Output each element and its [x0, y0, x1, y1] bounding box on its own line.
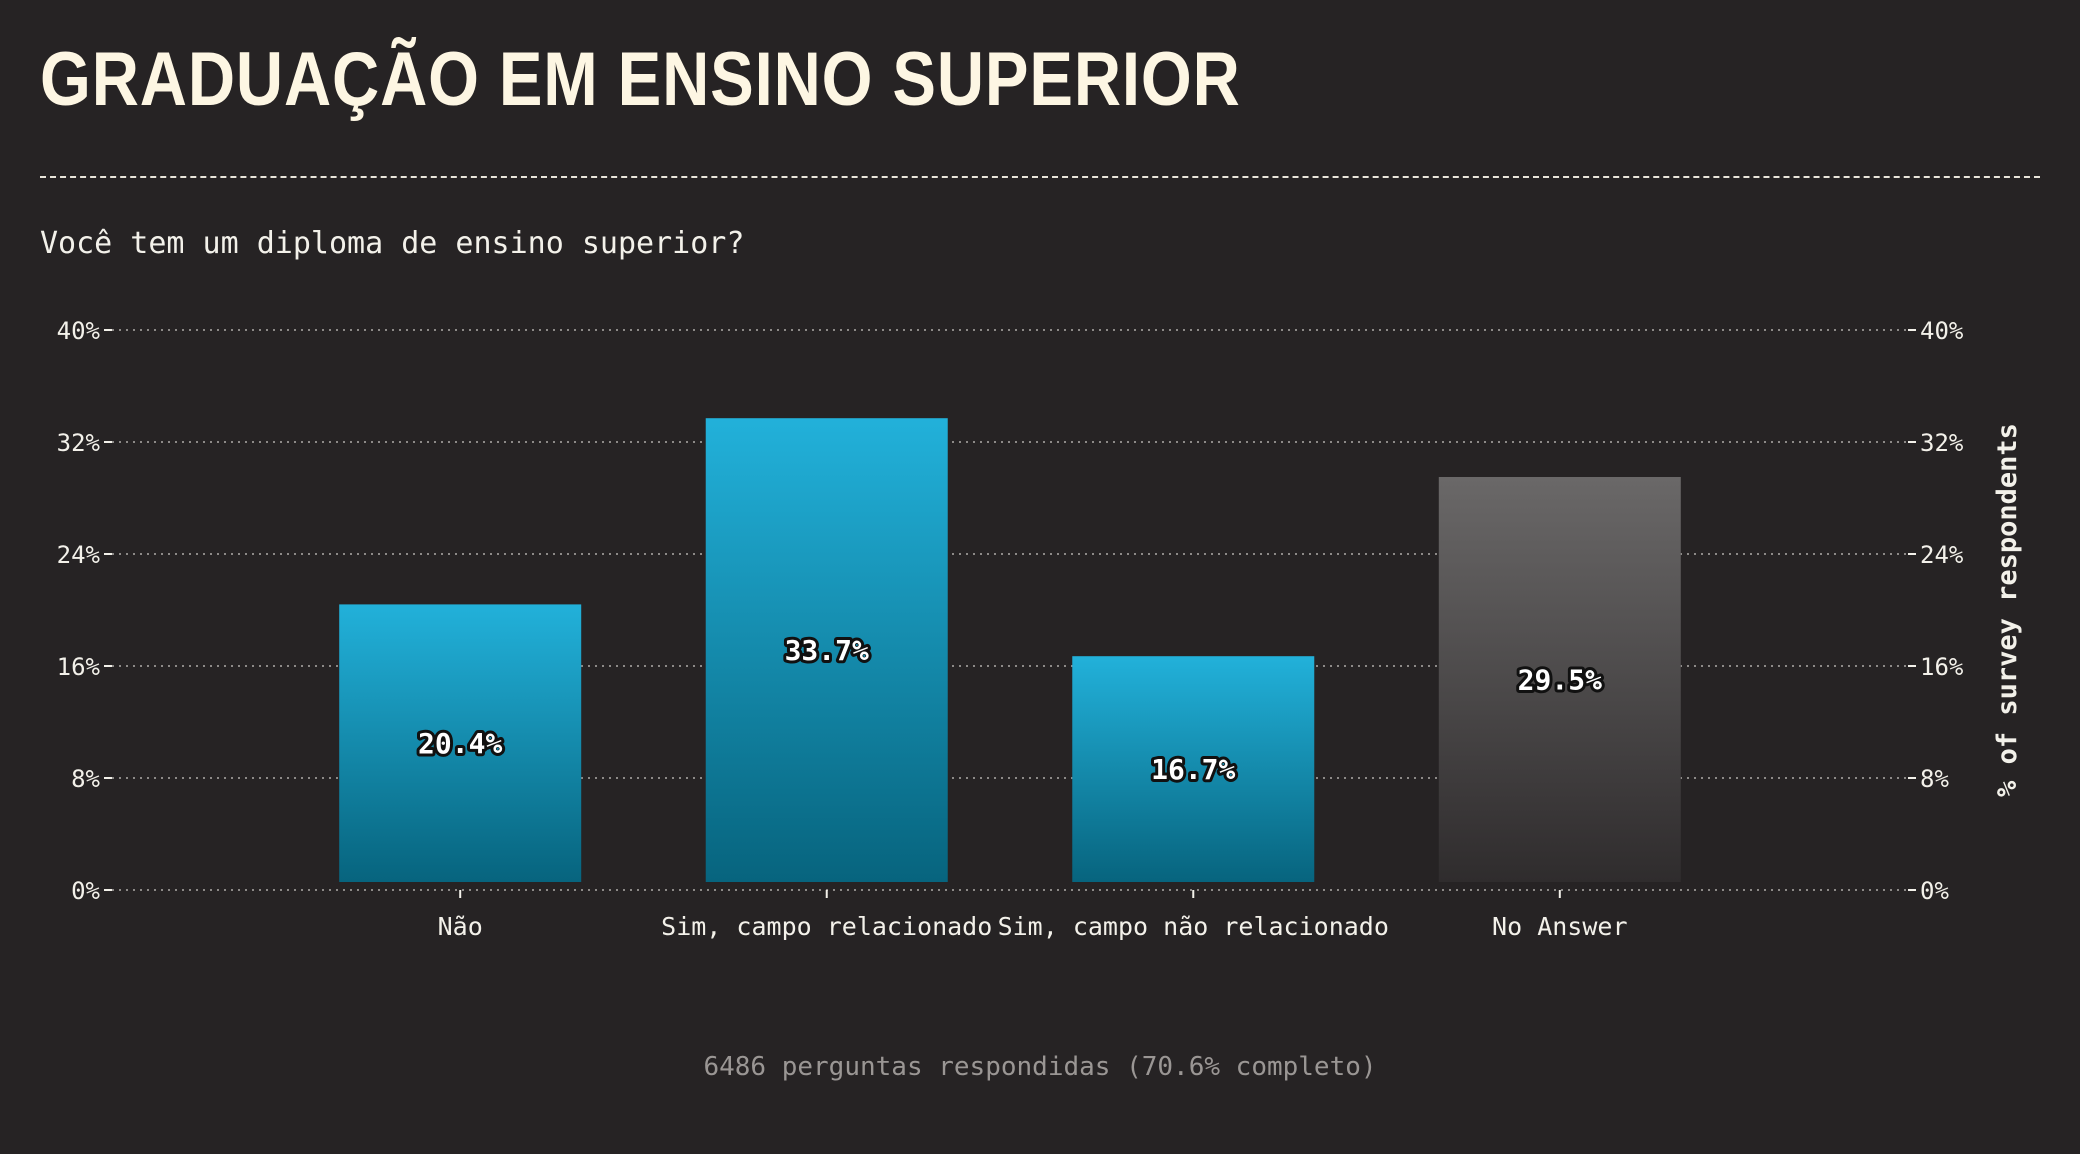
data-label: 29.5% [1518, 664, 1602, 697]
gridlines [104, 329, 1916, 898]
x-tick-label: Sim, campo relacionado [661, 912, 992, 941]
chart-subtitle: Você tem um diploma de ensino superior? [40, 226, 745, 261]
bar [339, 604, 582, 882]
labels: 0% 0% 8% 8% 16% 16% 24% 24% 32% 32% 40% 40% Não 20.4%… [57, 317, 1964, 941]
y-tick-label-left: 16% [57, 653, 101, 681]
y-tick-label-right: 24% [1920, 541, 1964, 569]
y-axis-title: % of survey respondents [1992, 423, 2023, 797]
y-tick-label-right: 0% [1920, 877, 1949, 905]
y-tick-label-left: 32% [57, 429, 101, 457]
x-tick-label: Sim, campo não relacionado [998, 912, 1389, 941]
chart-title: GRADUAÇÃO EM ENSINO SUPERIOR [40, 37, 1241, 122]
chart-footer: 6486 perguntas respondidas (70.6% comple… [703, 1052, 1377, 1082]
y-tick-label-left: 0% [71, 877, 100, 905]
y-tick-label-right: 16% [1920, 653, 1964, 681]
bar [705, 418, 948, 882]
x-tick-label: No Answer [1492, 912, 1627, 941]
bar [1072, 656, 1315, 882]
y-tick-label-right: 40% [1920, 317, 1964, 345]
y-tick-label-right: 8% [1920, 765, 1949, 793]
y-tick-label-left: 40% [57, 317, 101, 345]
y-tick-label-left: 24% [57, 541, 101, 569]
y-tick-label-left: 8% [71, 765, 100, 793]
bars [339, 418, 1681, 882]
data-label: 16.7% [1151, 753, 1235, 786]
title-divider [40, 176, 2040, 178]
data-label: 20.4% [418, 727, 502, 760]
data-label: 33.7% [785, 634, 869, 667]
x-tick-label: Não [438, 912, 483, 941]
bar [1438, 477, 1681, 882]
y-tick-label-right: 32% [1920, 429, 1964, 457]
